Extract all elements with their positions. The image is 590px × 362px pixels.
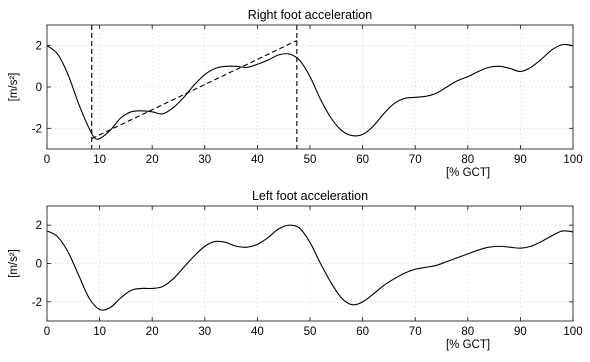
x-tick-label: 70 <box>409 326 422 338</box>
x-tick-label: 80 <box>461 326 474 338</box>
x-tick-label: 40 <box>251 154 264 166</box>
acceleration-curve <box>46 224 574 311</box>
x-tick-label: 60 <box>356 154 369 166</box>
x-tick-label: 0 <box>44 326 50 338</box>
x-tick-label: 30 <box>198 154 211 166</box>
x-tick-label: 0 <box>44 154 50 166</box>
x-tick-label: 20 <box>146 326 159 338</box>
x-tick-label: 40 <box>251 326 264 338</box>
x-tick-label: 70 <box>409 154 422 166</box>
chart-title: Right foot acceleration <box>248 8 372 22</box>
x-tick-label: 60 <box>356 326 369 338</box>
x-tick-label: 10 <box>93 326 106 338</box>
x-tick-label: 80 <box>461 154 474 166</box>
axes-box <box>46 24 574 150</box>
acceleration-curve <box>46 43 574 140</box>
x-tick-label: 100 <box>563 326 582 338</box>
axes-box <box>46 205 574 322</box>
x-tick-label: 90 <box>514 154 527 166</box>
x-tick-label: 90 <box>514 326 527 338</box>
y-axis-label: [m/s²] <box>8 73 20 102</box>
trend-line <box>91 40 298 140</box>
y-tick-label: -2 <box>32 297 42 309</box>
y-tick-label: -2 <box>32 123 42 135</box>
x-tick-label: 50 <box>304 326 317 338</box>
x-tick-label: 10 <box>93 154 106 166</box>
y-axis-label: [m/s²] <box>8 249 20 278</box>
chart-title: Left foot acceleration <box>252 189 368 203</box>
x-tick-label: 30 <box>198 326 211 338</box>
y-tick-label: 2 <box>36 41 42 53</box>
x-tick-label: 50 <box>304 154 317 166</box>
x-axis-label: [% GCT] <box>446 339 490 351</box>
x-tick-label: 20 <box>146 154 159 166</box>
y-tick-label: 2 <box>36 220 42 232</box>
x-axis-label: [% GCT] <box>446 167 490 179</box>
y-tick-label: 0 <box>36 259 42 271</box>
y-tick-label: 0 <box>36 82 42 94</box>
x-tick-label: 100 <box>563 154 582 166</box>
